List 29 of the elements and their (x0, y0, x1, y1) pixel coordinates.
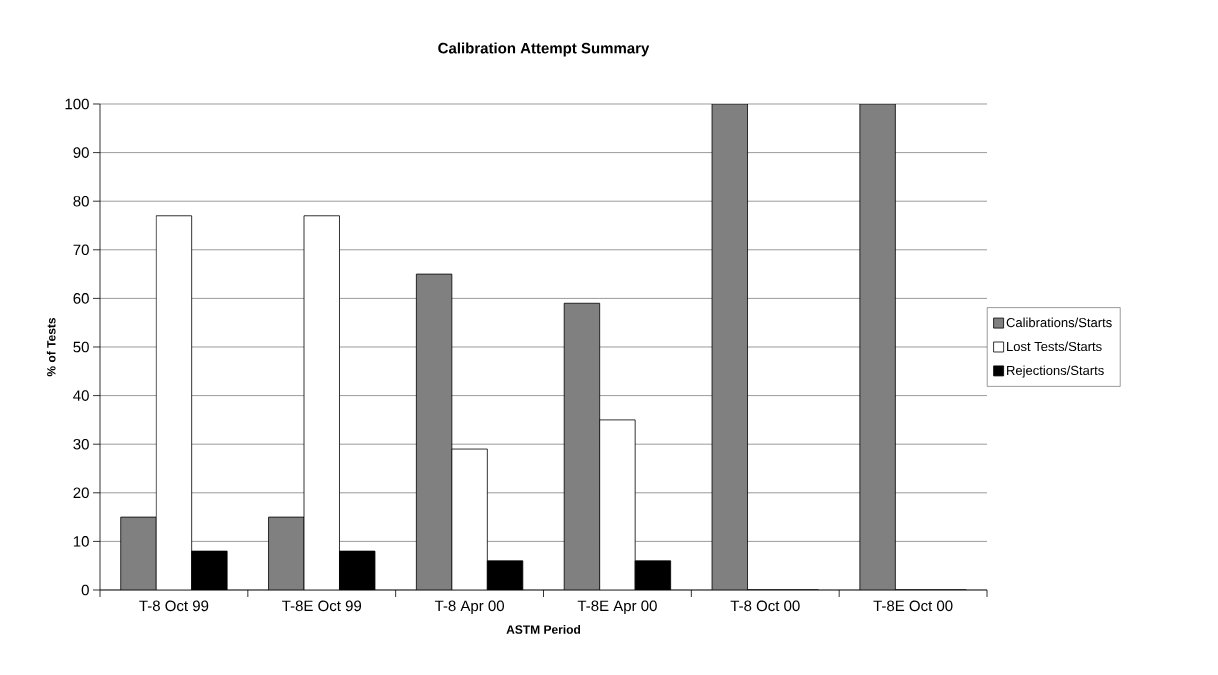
bar (268, 517, 305, 590)
y-tick-label: 10 (73, 536, 89, 547)
bar (120, 517, 157, 590)
y-tick-label: 90 (73, 147, 89, 158)
y-tick-label: 100 (65, 98, 89, 110)
y-tick-label: 50 (73, 341, 89, 353)
legend-label: Lost Tests/Starts (1007, 341, 1102, 352)
x-axis-title: ASTM Period (506, 624, 581, 634)
y-tick-label: 30 (73, 438, 89, 450)
x-tick-label: T-8E Apr 00 (577, 600, 657, 615)
bar (859, 103, 896, 590)
bar (712, 103, 748, 590)
x-tick-label: T-8E Oct 00 (873, 600, 953, 612)
y-tick-label: 80 (73, 195, 89, 207)
x-tick-label: T-8E Oct 99 (282, 600, 362, 612)
legend-label: Calibrations/Starts (1006, 317, 1112, 328)
bar (564, 303, 600, 590)
y-tick-label: 20 (73, 487, 89, 499)
y-tick-label: 70 (73, 244, 89, 256)
x-tick-label: T-8 Apr 00 (434, 600, 504, 615)
chart-title: Calibration Attempt Summary (438, 42, 650, 57)
y-axis-title: % of Tests (46, 317, 56, 377)
y-tick-label: 40 (73, 390, 89, 401)
x-tick-label: T-8 Oct 99 (139, 600, 209, 612)
y-tick-label: 0 (81, 584, 89, 596)
y-tick-label: 60 (73, 293, 89, 304)
x-tick-label: T-8 Oct 00 (730, 600, 800, 612)
bar (416, 274, 452, 590)
legend-label: Rejections/Starts (1007, 365, 1104, 378)
